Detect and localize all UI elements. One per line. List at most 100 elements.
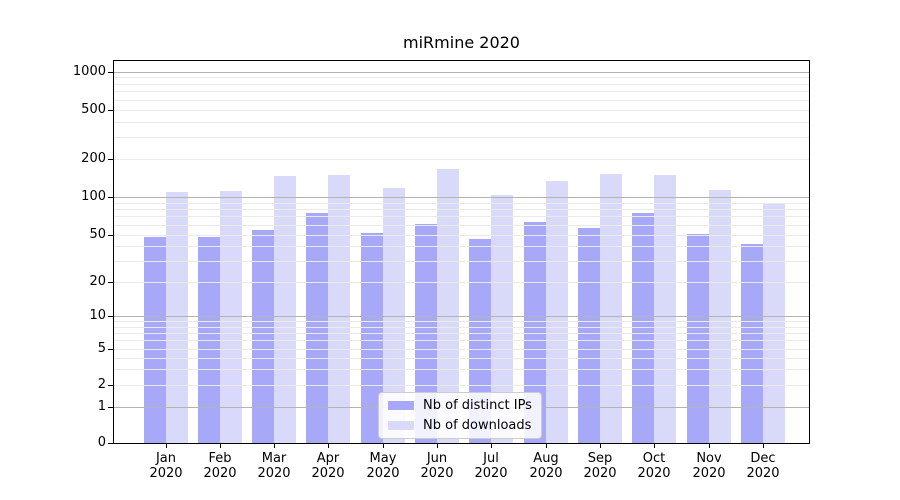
x-label-year: 2020 — [637, 466, 671, 481]
major-gridline-100 — [114, 197, 809, 198]
ips-bar-sep — [578, 228, 600, 443]
minor-gridline-400 — [114, 122, 809, 123]
y-tick-0 — [108, 443, 113, 444]
ips-bar-mar — [252, 230, 274, 443]
downloads-bar-jun — [437, 169, 459, 443]
y-tick-label-10: 10 — [89, 308, 106, 323]
x-label-month: Apr — [316, 451, 340, 466]
downloads-bar-may — [383, 188, 405, 443]
minor-gridline-900 — [114, 77, 809, 78]
minor-gridline-200 — [114, 159, 809, 160]
y-tick-label-20: 20 — [89, 274, 106, 289]
y-tick-label-50: 50 — [89, 227, 106, 242]
x-label-year: 2020 — [583, 466, 617, 481]
x-label-year: 2020 — [257, 466, 291, 481]
x-label-month: Jul — [483, 451, 499, 466]
minor-gridline-30 — [114, 261, 809, 262]
minor-gridline-700 — [114, 91, 809, 92]
x-tick-nov — [709, 444, 710, 448]
minor-gridline-20 — [114, 282, 809, 283]
legend-item-ips: Nb of distinct IPs — [388, 397, 532, 413]
minor-gridline-80 — [114, 209, 809, 210]
y-tick-label-1000: 1000 — [72, 64, 106, 79]
grid-layer — [114, 61, 809, 443]
y-tick-label-100: 100 — [81, 189, 106, 204]
x-label-jan: Jan 2020 — [134, 451, 198, 481]
y-tick-20 — [108, 282, 113, 283]
x-label-month: Feb — [208, 451, 232, 466]
legend-label-downloads: Nb of downloads — [423, 417, 532, 433]
minor-gridline-3 — [114, 369, 809, 370]
y-tick-label-0: 0 — [97, 435, 106, 450]
y-tick-500 — [108, 110, 113, 111]
x-label-month: Mar — [261, 451, 287, 466]
ips-bar-nov — [687, 234, 709, 443]
minor-gridline-90 — [114, 203, 809, 204]
x-tick-dec — [763, 444, 764, 448]
x-tick-jun — [437, 444, 438, 448]
downloads-bar-feb — [220, 191, 242, 443]
major-gridline-1000 — [114, 72, 809, 73]
downloads-bar-oct — [654, 175, 676, 443]
x-label-may: May 2020 — [351, 451, 415, 481]
x-label-jun: Jun 2020 — [405, 451, 469, 481]
legend: Nb of distinct IPs Nb of downloads — [378, 392, 542, 439]
ips-bar-dec — [741, 244, 763, 443]
x-label-month: Jun — [426, 451, 448, 466]
minor-gridline-6 — [114, 340, 809, 341]
minor-gridline-7 — [114, 333, 809, 334]
y-tick-50 — [108, 235, 113, 236]
downloads-bar-mar — [274, 176, 296, 443]
downloads-bar-apr — [328, 175, 350, 443]
x-tick-aug — [546, 444, 547, 448]
minor-gridline-4 — [114, 358, 809, 359]
chart-title: miRmine 2020 — [403, 33, 520, 52]
x-label-nov: Nov 2020 — [677, 451, 741, 481]
x-tick-feb — [220, 444, 221, 448]
x-label-year: 2020 — [529, 466, 563, 481]
minor-gridline-800 — [114, 84, 809, 85]
y-tick-5 — [108, 349, 113, 350]
y-tick-label-5: 5 — [97, 341, 106, 356]
x-label-year: 2020 — [420, 466, 454, 481]
y-tick-200 — [108, 159, 113, 160]
legend-swatch-ips — [388, 400, 414, 410]
x-tick-jan — [166, 444, 167, 448]
x-label-month: Aug — [533, 451, 559, 466]
x-label-month: Sep — [587, 451, 613, 466]
x-label-dec: Dec 2020 — [731, 451, 795, 481]
legend-item-downloads: Nb of downloads — [388, 417, 532, 433]
y-tick-1 — [108, 407, 113, 408]
downloads-bar-jan — [166, 192, 188, 443]
y-tick-10 — [108, 316, 113, 317]
x-label-month: Dec — [750, 451, 776, 466]
y-tick-1000 — [108, 72, 113, 73]
x-label-year: 2020 — [203, 466, 237, 481]
legend-label-ips: Nb of distinct IPs — [423, 397, 532, 413]
minor-gridline-5 — [114, 349, 809, 350]
minor-gridline-60 — [114, 225, 809, 226]
y-tick-label-500: 500 — [81, 102, 106, 117]
x-label-year: 2020 — [149, 466, 183, 481]
x-label-apr: Apr 2020 — [296, 451, 360, 481]
x-tick-jul — [491, 444, 492, 448]
y-tick-label-1: 1 — [97, 399, 106, 414]
x-label-month: Nov — [696, 451, 722, 466]
minor-gridline-40 — [114, 246, 809, 247]
x-label-month: Jan — [155, 451, 177, 466]
minor-gridline-9 — [114, 321, 809, 322]
downloads-bar-dec — [763, 203, 785, 443]
legend-swatch-downloads — [388, 420, 414, 430]
minor-gridline-300 — [114, 137, 809, 138]
x-label-oct: Oct 2020 — [622, 451, 686, 481]
minor-gridline-8 — [114, 327, 809, 328]
x-label-jul: Jul 2020 — [459, 451, 523, 481]
x-label-sep: Sep 2020 — [568, 451, 632, 481]
x-label-year: 2020 — [311, 466, 345, 481]
x-label-aug: Aug 2020 — [514, 451, 578, 481]
x-label-month: Oct — [642, 451, 666, 466]
x-label-mar: Mar 2020 — [242, 451, 306, 481]
x-label-feb: Feb 2020 — [188, 451, 252, 481]
x-label-year: 2020 — [366, 466, 400, 481]
